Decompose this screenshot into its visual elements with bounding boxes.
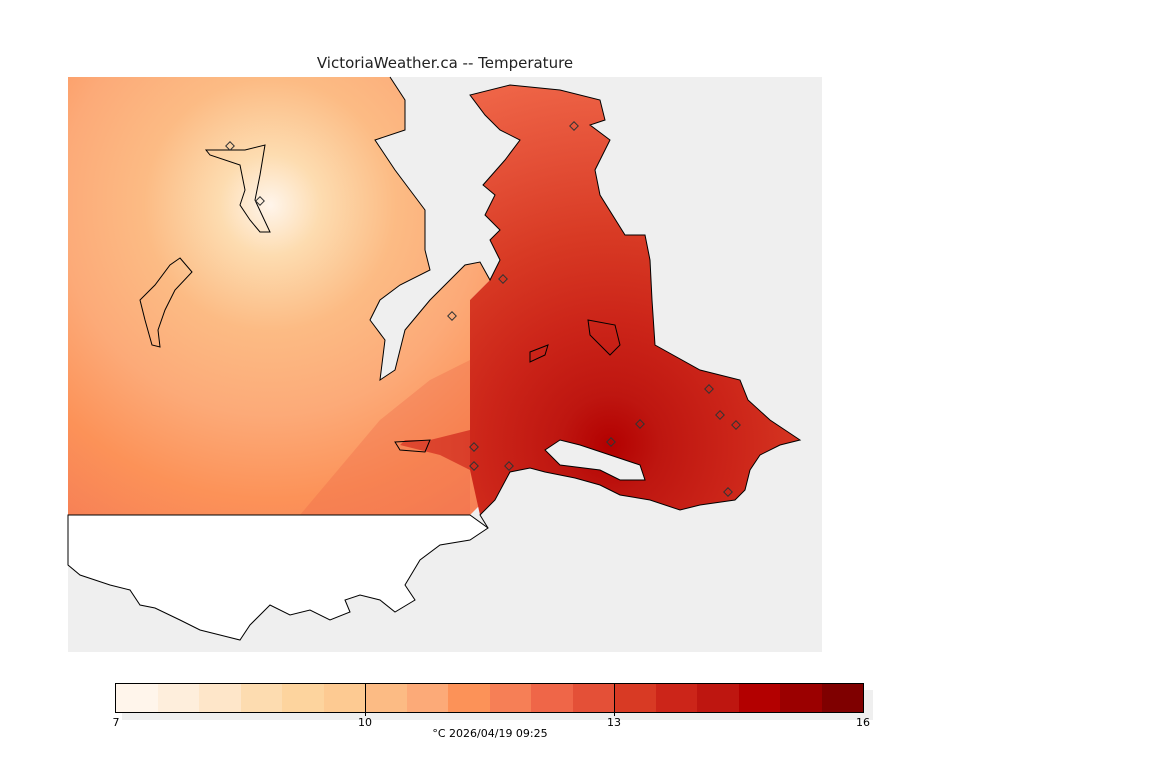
colorbar-divider <box>614 683 615 716</box>
island <box>587 319 621 356</box>
weather-stations <box>225 121 741 497</box>
station-marker[interactable] <box>504 461 514 471</box>
station-marker[interactable] <box>606 437 616 447</box>
island <box>139 257 193 348</box>
units-timestamp: °C 2026/04/19 09:25 <box>432 727 548 740</box>
station-marker[interactable] <box>255 196 265 206</box>
coastline <box>369 76 802 529</box>
station-marker[interactable] <box>704 384 714 394</box>
map-title: VictoriaWeather.ca -- Temperature <box>316 54 574 72</box>
colorbar-segment <box>365 684 407 712</box>
temperature-map <box>67 76 822 652</box>
colorbar-tick: 16 <box>856 716 870 729</box>
colorbar-divider <box>365 683 366 716</box>
station-marker[interactable] <box>715 410 725 420</box>
southern-land <box>67 514 489 641</box>
colorbar-segment <box>157 684 199 712</box>
colorbar-segment <box>282 684 324 712</box>
colorbar-segment <box>821 684 863 712</box>
colorbar-tick: 13 <box>607 716 621 729</box>
colorbar-segment <box>780 684 822 712</box>
island <box>204 144 271 233</box>
island <box>529 344 549 363</box>
station-marker[interactable] <box>569 121 579 131</box>
station-marker[interactable] <box>635 419 645 429</box>
station-marker[interactable] <box>225 141 235 151</box>
station-marker[interactable] <box>469 442 479 452</box>
station-marker[interactable] <box>731 420 741 430</box>
west-sea-boundary <box>300 360 470 515</box>
colorbar-segment <box>406 684 448 712</box>
colorbar-segment <box>199 684 241 712</box>
colorbar-segment <box>531 684 573 712</box>
colorbar-segment <box>655 684 697 712</box>
colorbar-tick: 10 <box>358 716 372 729</box>
colorbar-segment <box>614 684 656 712</box>
east-temperature-field <box>400 85 800 515</box>
harbour <box>544 439 646 481</box>
west-temperature-field <box>68 77 490 515</box>
colorbar-segment <box>697 684 739 712</box>
colorbar-segment <box>116 684 158 712</box>
station-marker[interactable] <box>469 461 479 471</box>
colorbar <box>115 683 864 713</box>
island <box>394 439 431 453</box>
station-marker[interactable] <box>447 311 457 321</box>
colorbar-segment <box>448 684 490 712</box>
colorbar-tick: 7 <box>112 716 120 729</box>
colorbar-segment <box>489 684 531 712</box>
colorbar-segment <box>572 684 614 712</box>
colorbar-segment <box>323 684 365 712</box>
colorbar-segment <box>240 684 282 712</box>
colorbar-segment <box>738 684 780 712</box>
station-marker[interactable] <box>498 274 508 284</box>
station-marker[interactable] <box>723 487 733 497</box>
